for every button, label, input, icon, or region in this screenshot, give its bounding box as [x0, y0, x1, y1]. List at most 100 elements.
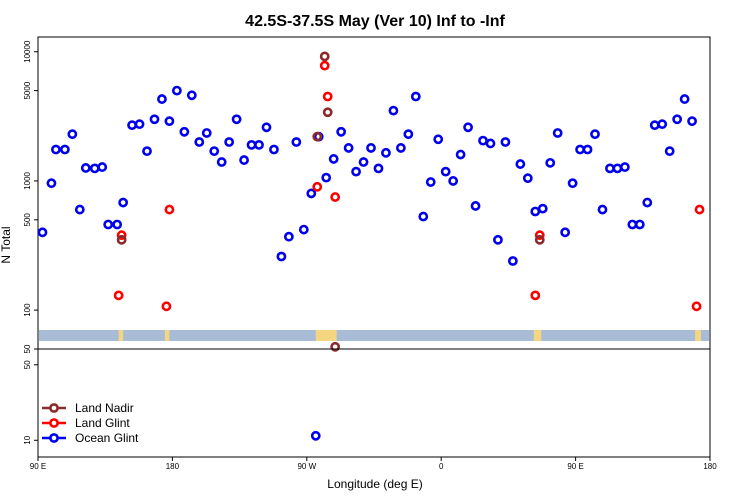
ocean-glint-point: [103, 219, 114, 230]
ocean-glint-point: [321, 172, 332, 183]
ocean-glint-point: [261, 122, 272, 133]
ocean-glint-point: [201, 128, 212, 138]
land-band-patch: [315, 330, 337, 341]
ocean-glint-point: [440, 166, 451, 177]
ocean-glint-point: [134, 119, 145, 130]
ocean-glint-point: [194, 137, 205, 147]
ocean-glint-point: [89, 163, 100, 174]
ocean-glint-point: [351, 166, 361, 177]
ocean-glint-point: [216, 157, 227, 167]
ocean-glint-point: [575, 144, 585, 155]
ocean-glint-point: [381, 147, 391, 158]
ocean-glint-point: [142, 146, 152, 157]
ocean-glint-point: [67, 129, 78, 140]
land-glint-point: [694, 204, 705, 215]
land-nadir-point: [330, 341, 341, 352]
x-axis-ticks: 90 E 180 90 W 0 90 E 180: [30, 457, 717, 471]
ocean-glint-point: [493, 234, 503, 245]
ocean-glint-point: [246, 140, 257, 150]
ocean-glint-point: [507, 256, 518, 266]
lower-y-ticks: 10 50: [23, 360, 38, 445]
land-glint-point: [113, 290, 124, 301]
ocean-glint-point: [388, 105, 399, 116]
ocean-glint-point: [634, 219, 645, 230]
land-band-patch: [695, 330, 702, 341]
y-tick-label: 10: [23, 435, 32, 444]
surface-band: [39, 330, 709, 341]
x-tick-label: 0: [439, 462, 444, 471]
ocean-glint-point: [425, 177, 436, 187]
ocean-glint-point: [127, 120, 137, 131]
legend-label-ocean-glint: Ocean Glint: [75, 431, 139, 445]
land-band-patch: [118, 330, 124, 341]
land-glint-point: [691, 301, 702, 312]
ocean-glint-point: [672, 114, 683, 125]
ocean-glint-point: [283, 231, 294, 242]
land-nadir-point: [312, 131, 323, 142]
y-tick-label: 1000: [23, 171, 32, 189]
ocean-glint-point: [582, 144, 593, 155]
legend-marker-land-nadir: [49, 403, 59, 413]
ocean-glint-point: [209, 146, 220, 157]
x-tick-label: 90 E: [567, 462, 583, 471]
ocean-glint-point: [373, 163, 384, 174]
ocean-glint-point: [530, 206, 541, 217]
legend-marker-land-glint: [49, 418, 59, 428]
land-glint-point: [322, 91, 333, 102]
land-nadir-point: [319, 51, 330, 62]
ocean-glint-point: [619, 162, 630, 172]
ocean-glint-point: [149, 114, 160, 125]
ocean-glint-point: [649, 120, 660, 131]
land-nadir-point: [534, 234, 545, 245]
ocean-glint-point: [560, 227, 571, 238]
land-glint-point: [319, 60, 330, 71]
land-glint-point: [530, 290, 541, 301]
chart-title: 42.5S-37.5S May (Ver 10) Inf to -Inf: [245, 13, 505, 30]
ocean-glint-point: [224, 137, 235, 147]
y-tick-label: 10000: [23, 40, 32, 63]
land-band-patch: [533, 330, 542, 341]
land-nadir-point: [116, 234, 127, 245]
ocean-glint-point: [59, 144, 70, 155]
ocean-glint-point: [403, 129, 414, 140]
ocean-glint-point: [269, 144, 279, 155]
ocean-glint-point: [455, 149, 466, 160]
y-tick-label: 500: [23, 213, 32, 227]
ocean-glint-point: [164, 116, 175, 127]
lower-points: [310, 430, 321, 441]
ocean-glint-point: [410, 91, 421, 102]
y-axis-label: N Total: [0, 226, 13, 263]
ocean-glint-point: [80, 163, 91, 173]
ocean-glint-point: [642, 197, 653, 208]
ocean-glint-point: [336, 126, 347, 137]
x-tick-label: 90 E: [30, 462, 46, 471]
ocean-glint-point: [358, 157, 369, 167]
ocean-glint-point: [366, 143, 376, 153]
ocean-glint-point: [239, 155, 249, 165]
legend-label-land-nadir: Land Nadir: [75, 401, 134, 415]
ocean-glint-point: [298, 224, 309, 235]
ocean-glint-point: [552, 128, 563, 138]
ocean-glint-point: [657, 119, 668, 130]
ocean-glint-point: [186, 90, 197, 101]
ocean-glint-point: [231, 114, 242, 125]
x-tick-label: 180: [703, 462, 717, 471]
ocean-glint-point: [46, 178, 57, 189]
ocean-glint-point: [328, 154, 339, 164]
ocean-glint-point: [679, 94, 690, 104]
lower-panel: 10 50: [23, 348, 711, 458]
ocean-glint-point: [118, 197, 129, 208]
upper-panel-frame: [37, 36, 711, 350]
legend-label-land-glint: Land Glint: [75, 416, 130, 430]
ocean-glint-point: [687, 116, 697, 127]
legend-marker-ocean-glint: [49, 433, 59, 443]
x-tick-label: 90 W: [297, 462, 316, 471]
ocean-glint-point: [605, 163, 615, 174]
x-axis-label: Longitude (deg E): [327, 477, 422, 491]
ocean-glint-point: [112, 219, 123, 230]
ocean-glint-point: [433, 134, 444, 145]
land-glint-point: [534, 230, 545, 241]
ocean-glint-point: [97, 162, 108, 172]
ocean-glint-point: [74, 204, 85, 215]
